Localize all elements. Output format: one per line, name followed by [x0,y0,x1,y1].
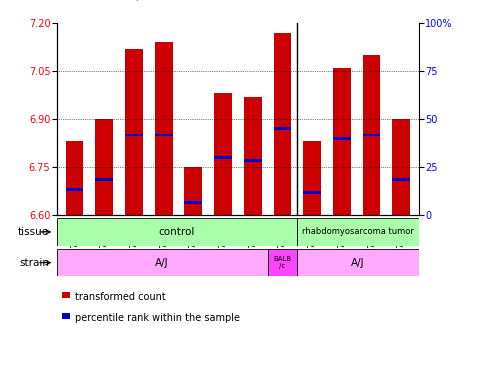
Bar [363,134,381,136]
Bar [155,42,173,215]
Bar [214,93,232,215]
Bar [303,191,321,194]
Bar [155,134,173,136]
Bar [244,97,262,215]
Text: strain: strain [19,258,49,268]
Bar [268,249,297,276]
Bar [66,188,83,191]
Text: transformed count: transformed count [75,292,166,302]
Bar [95,119,113,215]
Bar [297,249,419,276]
Text: tissue: tissue [18,227,49,237]
Bar [392,119,410,215]
Bar [57,249,268,276]
Text: GDS5527 / 730050: GDS5527 / 730050 [67,0,198,2]
Text: rhabdomyosarcoma tumor: rhabdomyosarcoma tumor [302,227,414,237]
Bar [95,179,113,181]
Bar [125,49,143,215]
Bar [303,141,321,215]
Text: A/J: A/J [352,258,365,268]
Bar [244,159,262,162]
Bar [297,218,419,246]
Bar [125,134,143,136]
Bar [363,55,381,215]
Bar [66,141,83,215]
Bar [333,68,351,215]
Bar [184,201,202,204]
Text: A/J: A/J [155,258,169,268]
Text: BALB
/c: BALB /c [273,256,291,269]
Bar [184,167,202,215]
Bar [392,179,410,181]
Bar [214,156,232,159]
Bar [274,127,291,130]
Bar [274,33,291,215]
Text: control: control [159,227,195,237]
Bar [333,137,351,140]
Text: percentile rank within the sample: percentile rank within the sample [75,313,240,323]
Bar [57,218,297,246]
